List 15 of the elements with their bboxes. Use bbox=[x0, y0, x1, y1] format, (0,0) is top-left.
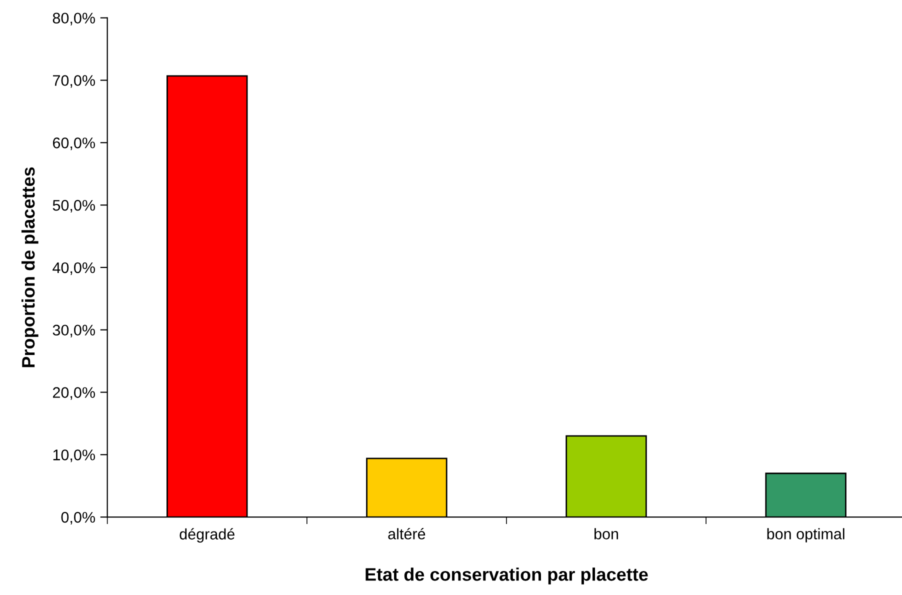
y-tick-label: 70,0% bbox=[53, 75, 95, 88]
x-axis-title: Etat de conservation par placette bbox=[366, 568, 648, 584]
y-tick-label: 60,0% bbox=[52, 138, 95, 150]
y-tick-label: 40,0% bbox=[52, 262, 95, 275]
x-tick-label: bon optimal bbox=[767, 528, 844, 542]
x-tick-label: dégradé bbox=[180, 528, 234, 543]
y-tick-label: 80,0% bbox=[52, 12, 95, 26]
x-tick-label: bon bbox=[594, 528, 618, 540]
y-tick-label: 0,0% bbox=[61, 512, 95, 525]
y-tick-label: 30,0% bbox=[52, 324, 95, 338]
x-tick-label: altéré bbox=[388, 528, 426, 540]
y-tick-label: 10,0% bbox=[53, 450, 95, 462]
y-tick-label: 50,0% bbox=[52, 200, 95, 213]
y-tick-label: 20,0% bbox=[52, 387, 95, 400]
y-axis-title: Proportion de placettes bbox=[21, 167, 38, 368]
